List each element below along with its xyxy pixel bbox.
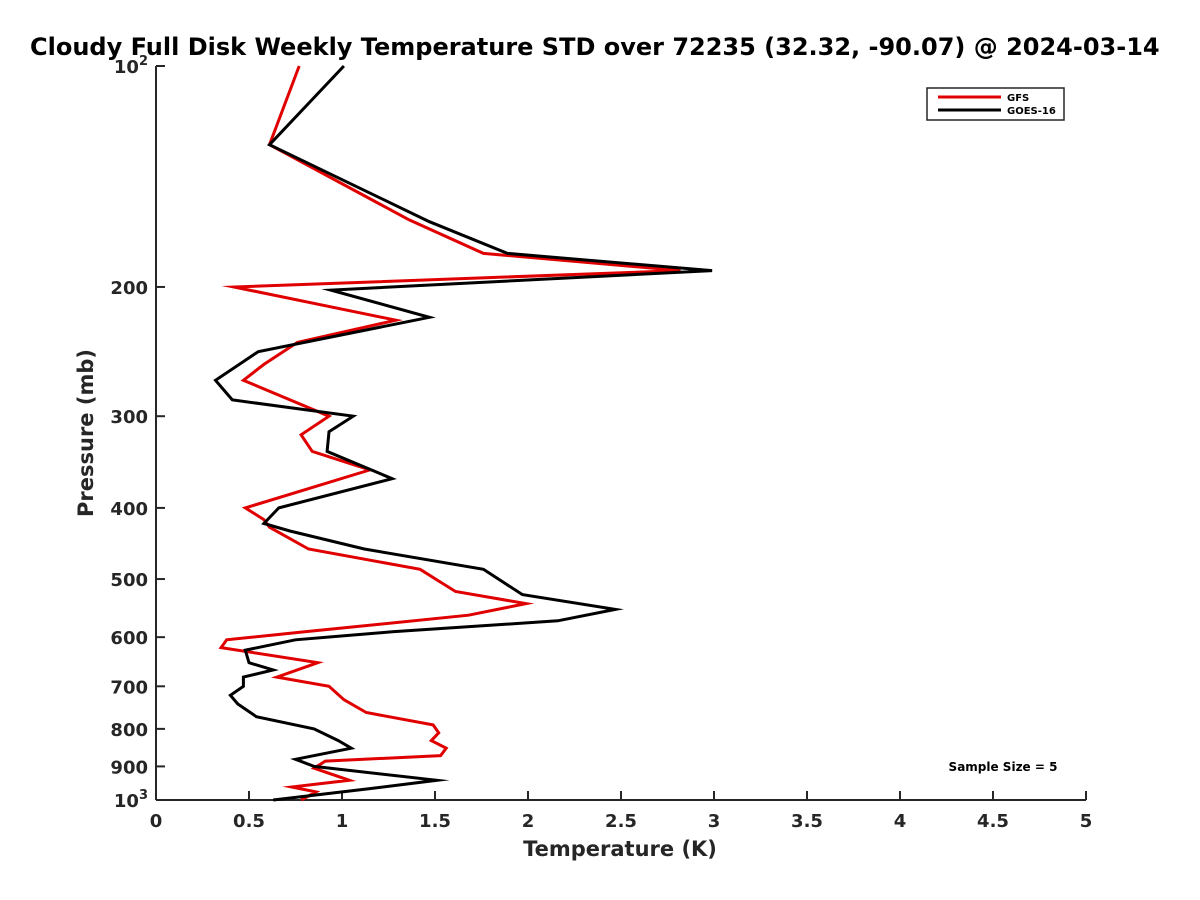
- x-tick-label: 0: [150, 811, 163, 832]
- x-axis-label: Temperature (K): [523, 837, 717, 861]
- y-tick-label: 400: [110, 499, 148, 520]
- x-tick-label: 1.5: [419, 811, 451, 832]
- legend-label: GOES-16: [1007, 106, 1056, 117]
- y-tick-label: 200: [110, 278, 148, 299]
- x-tick-label: 4.5: [977, 811, 1009, 832]
- legend-box: [926, 87, 1065, 121]
- series-line-goes-16: [213, 64, 713, 802]
- x-tick-label: 2: [522, 811, 535, 832]
- series-lines: [213, 64, 713, 802]
- sample-size-annotation: Sample Size = 5: [949, 760, 1058, 774]
- x-tick-label: 3: [708, 811, 721, 832]
- legend: GFS GOES-16: [926, 87, 1065, 121]
- y-tick-label: 700: [110, 677, 148, 698]
- y-tick-label: 300: [110, 407, 148, 428]
- axes: 0 0.5 1 1.5 2 2.5 3 3.5 4 4.5 5 102 200 300 400 500 600 7…: [110, 54, 1092, 832]
- x-tick-label: 5: [1080, 811, 1093, 832]
- y-tick-label: 800: [110, 720, 148, 741]
- chart-title: Cloudy Full Disk Weekly Temperature STD …: [30, 33, 1160, 61]
- x-tick-label: 2.5: [605, 811, 637, 832]
- legend-label: GFS: [1007, 93, 1029, 104]
- y-tick-label: 500: [110, 570, 148, 591]
- y-tick-label: 900: [110, 757, 148, 778]
- x-tick-label: 1: [336, 811, 349, 832]
- series-line-gfs: [218, 65, 681, 802]
- x-tick-label: 3.5: [791, 811, 823, 832]
- x-tick-label: 4: [894, 811, 907, 832]
- y-tick-label: 102: [114, 54, 148, 78]
- y-axis-label: Pressure (mb): [74, 349, 98, 517]
- x-tick-label: 0.5: [233, 811, 265, 832]
- y-tick-label: 103: [114, 788, 148, 812]
- y-tick-label: 600: [110, 628, 148, 649]
